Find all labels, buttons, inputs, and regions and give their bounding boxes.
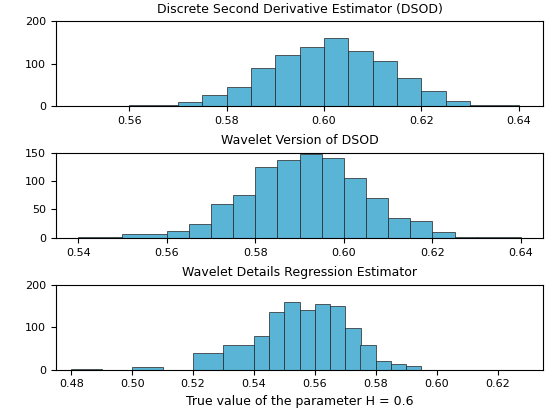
Bar [123, 234, 167, 238]
Bar [189, 223, 211, 238]
Bar [361, 345, 376, 370]
Bar [348, 51, 372, 106]
Bar [254, 336, 269, 370]
Bar [129, 105, 178, 106]
Bar [344, 178, 366, 238]
Bar [251, 68, 275, 106]
Bar [132, 367, 162, 370]
Bar [300, 154, 322, 238]
Bar [255, 167, 277, 238]
Bar [373, 61, 397, 106]
Bar [391, 365, 406, 370]
Bar [410, 221, 432, 238]
Bar [446, 101, 470, 106]
Bar [322, 158, 344, 238]
Bar [376, 361, 391, 370]
Bar [346, 328, 361, 370]
Bar [277, 160, 300, 238]
Bar [397, 79, 421, 106]
Bar [455, 237, 477, 238]
Bar [81, 105, 129, 106]
Bar [388, 218, 410, 238]
Bar [315, 304, 330, 370]
Title: Wavelet Version of DSOD: Wavelet Version of DSOD [221, 134, 379, 147]
Bar [470, 105, 519, 106]
Bar [223, 345, 254, 370]
Bar [269, 312, 284, 370]
Bar [78, 237, 123, 238]
Bar [432, 232, 455, 238]
Bar [202, 95, 226, 106]
Bar [366, 198, 388, 238]
Bar [330, 306, 346, 370]
Bar [324, 38, 348, 106]
Bar [167, 231, 189, 238]
Bar [211, 204, 233, 238]
Bar [477, 237, 521, 238]
Bar [276, 55, 300, 106]
Bar [422, 91, 446, 106]
Bar [193, 354, 223, 370]
Bar [300, 310, 315, 370]
Bar [178, 102, 202, 106]
Bar [226, 87, 251, 106]
Title: Discrete Second Derivative Estimator (DSOD): Discrete Second Derivative Estimator (DS… [157, 3, 442, 16]
Title: Wavelet Details Regression Estimator: Wavelet Details Regression Estimator [182, 266, 417, 279]
Bar [71, 369, 102, 370]
Bar [406, 366, 422, 370]
X-axis label: True value of the parameter H = 0.6: True value of the parameter H = 0.6 [186, 395, 413, 408]
Bar [284, 302, 300, 370]
Bar [300, 47, 324, 106]
Bar [233, 195, 255, 238]
